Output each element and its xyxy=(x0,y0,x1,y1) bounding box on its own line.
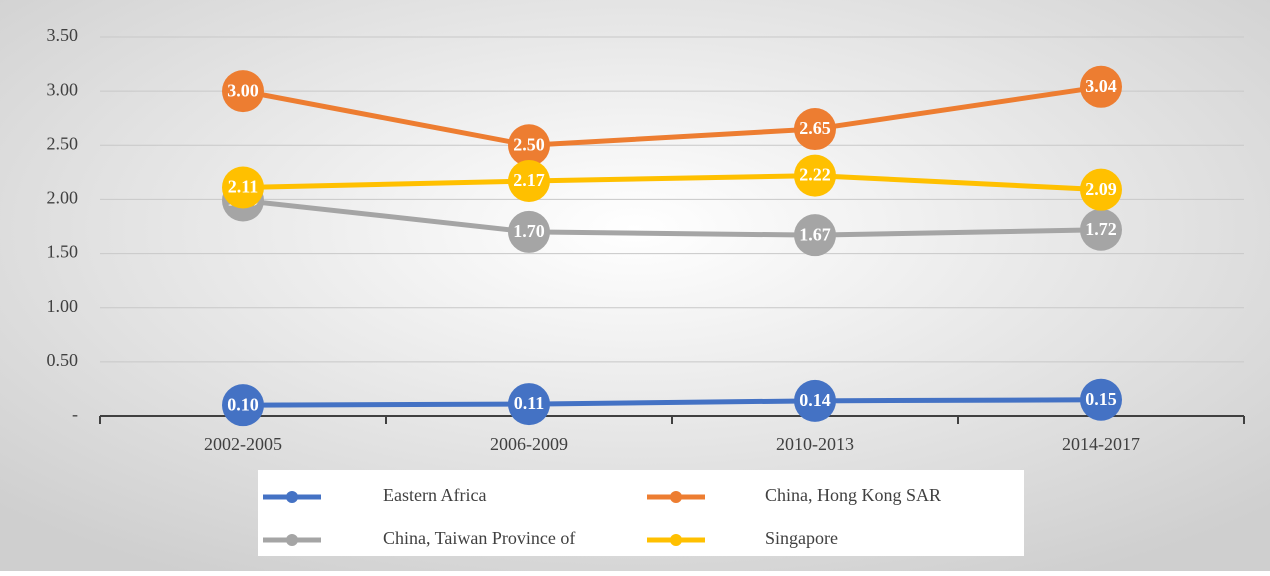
data-label: 0.11 xyxy=(514,393,545,413)
marker xyxy=(222,70,264,113)
legend-marker xyxy=(670,491,682,503)
data-label: 1.72 xyxy=(1085,219,1117,239)
series-line xyxy=(242,173,1102,193)
legend-marker xyxy=(286,491,298,503)
legend-label: China, Taiwan Province of xyxy=(383,528,575,548)
data-label: 0.14 xyxy=(799,390,831,410)
series-line xyxy=(242,84,1102,148)
marker xyxy=(1080,378,1122,421)
y-tick-label: 0.50 xyxy=(47,350,79,370)
series-line xyxy=(242,397,1102,408)
y-tick-label: 3.50 xyxy=(47,25,79,45)
data-label: 1.70 xyxy=(513,221,545,241)
y-tick-label: 1.50 xyxy=(47,242,79,262)
y-tick-label: 2.00 xyxy=(47,188,79,208)
marker xyxy=(1080,168,1122,211)
data-label: 0.15 xyxy=(1085,389,1117,409)
legend-box xyxy=(258,470,1024,556)
marker xyxy=(222,384,264,427)
marker xyxy=(222,166,264,209)
marker xyxy=(508,160,550,203)
data-label: 2.17 xyxy=(513,170,545,190)
x-tick-label: 2014-2017 xyxy=(1062,434,1140,454)
data-label: 2.09 xyxy=(1085,179,1117,199)
data-label: 0.10 xyxy=(227,394,259,414)
data-label: 3.00 xyxy=(227,80,259,100)
marker xyxy=(794,214,836,257)
y-tick-label: - xyxy=(72,404,78,424)
legend-label: Singapore xyxy=(765,528,838,548)
marker xyxy=(794,154,836,197)
x-tick-label: 2002-2005 xyxy=(204,434,282,454)
data-label: 2.22 xyxy=(799,165,831,185)
legend-label: Eastern Africa xyxy=(383,485,486,505)
legend-marker xyxy=(286,534,298,546)
data-label: 3.04 xyxy=(1085,76,1117,96)
marker xyxy=(1080,208,1122,251)
data-label: 2.65 xyxy=(799,118,831,138)
marker xyxy=(508,124,550,167)
data-label: 2.11 xyxy=(228,177,259,197)
marker xyxy=(1080,65,1122,108)
x-tick-label: 2010-2013 xyxy=(776,434,854,454)
marker xyxy=(508,210,550,253)
marker xyxy=(508,383,550,426)
data-label: 2.50 xyxy=(513,134,545,154)
marker xyxy=(794,108,836,151)
x-tick-label: 2006-2009 xyxy=(490,434,568,454)
legend-marker xyxy=(670,534,682,546)
data-label: 1.67 xyxy=(799,224,831,244)
y-tick-label: 2.50 xyxy=(47,133,79,153)
legend-label: China, Hong Kong SAR xyxy=(765,485,941,505)
marker xyxy=(794,379,836,422)
y-tick-label: 1.00 xyxy=(47,296,79,316)
series-line xyxy=(242,198,1102,238)
y-tick-label: 3.00 xyxy=(47,79,79,99)
